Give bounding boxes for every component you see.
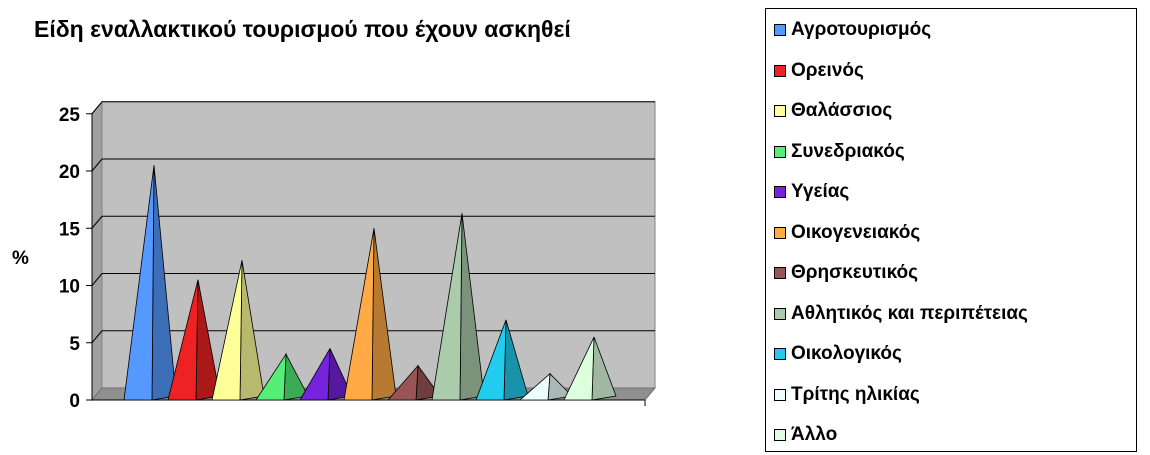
y-tick-label: 15 <box>59 219 81 240</box>
legend-label: Αγροτουρισμός <box>791 19 932 40</box>
bar-1 <box>167 279 221 401</box>
bar-face-front <box>167 279 199 401</box>
y-tick-label: 5 <box>69 334 80 355</box>
bar-face-front <box>518 372 551 401</box>
legend-label: Ορεινός <box>791 59 864 81</box>
legend-label: Θρησκευτικός <box>791 262 919 283</box>
bar-8 <box>475 319 529 401</box>
legend-item: Οικολογικός <box>774 343 902 365</box>
gridline-side <box>91 101 103 115</box>
bar-5 <box>343 228 397 401</box>
bar-3 <box>255 352 309 401</box>
legend-item: Αθλητικός και περιπέτειας <box>774 303 1028 325</box>
y-axis-label: % <box>12 248 29 269</box>
y-tick-label: 10 <box>59 277 80 298</box>
bar-face-front <box>431 213 463 401</box>
gridline-side <box>91 158 103 172</box>
legend-item: Τρίτης ηλικίας <box>774 384 920 406</box>
legend-swatch <box>774 348 786 360</box>
gridline-side <box>91 215 103 229</box>
legend-item: Υγείας <box>774 181 849 203</box>
bar-face-front <box>299 348 331 401</box>
chart-title: Είδη εναλλακτικού τουρισμού που έχουν ασ… <box>34 16 571 42</box>
legend-swatch <box>774 186 786 198</box>
legend: Αγροτουρισμός Ορεινός Θαλάσσιος Συνεδριακός… <box>765 8 1137 452</box>
legend-item: Αγροτουρισμός <box>774 19 931 41</box>
bar-face-front <box>475 319 507 401</box>
legend-label: Οικολογικός <box>791 343 902 364</box>
bar-7 <box>431 213 485 401</box>
legend-item: Συνεδριακός <box>774 141 905 163</box>
bar-face-front <box>255 352 287 401</box>
gridline-side <box>91 273 103 286</box>
legend-swatch <box>774 145 786 158</box>
legend-swatch <box>774 105 786 117</box>
bar-0 <box>123 165 177 401</box>
legend-item: Οικογενειακός <box>774 222 920 244</box>
bar-face-front <box>563 336 595 401</box>
legend-item: Ορεινός <box>774 60 864 82</box>
legend-item: Άλλο <box>774 424 837 446</box>
bar-face-front <box>343 228 375 401</box>
legend-swatch <box>774 388 786 401</box>
legend-label: Τρίτης ηλικίας <box>791 383 920 405</box>
legend-swatch <box>774 429 786 441</box>
bar-9 <box>518 372 573 401</box>
bar-10 <box>563 336 617 401</box>
legend-swatch <box>774 226 786 239</box>
legend-item: Θρησκευτικός <box>774 262 918 284</box>
bar-face-front <box>123 165 155 401</box>
legend-label: Θαλάσσιος <box>791 100 893 121</box>
legend-item: Θαλάσσιος <box>774 100 892 122</box>
plot-area: 0 5 10 15 20 25 % <box>12 100 657 412</box>
legend-swatch <box>774 267 786 279</box>
bar-2 <box>211 260 265 401</box>
legend-swatch <box>774 307 786 320</box>
legend-swatch <box>774 64 786 77</box>
legend-label: Υγείας <box>791 181 850 202</box>
y-tick-label: 25 <box>59 105 81 126</box>
y-tick-label: 0 <box>69 391 80 412</box>
legend-label: Άλλο <box>791 424 838 445</box>
legend-label: Αθλητικός και περιπέτειας <box>791 302 1028 324</box>
legend-label: Συνεδριακός <box>791 140 905 162</box>
bar-face-front <box>387 364 419 401</box>
gridline-side <box>91 330 103 344</box>
legend-swatch <box>774 24 786 36</box>
bar-face-front <box>211 260 243 401</box>
y-tick-label: 20 <box>59 162 80 183</box>
side-wall <box>91 100 103 402</box>
legend-label: Οικογενειακός <box>791 221 921 243</box>
